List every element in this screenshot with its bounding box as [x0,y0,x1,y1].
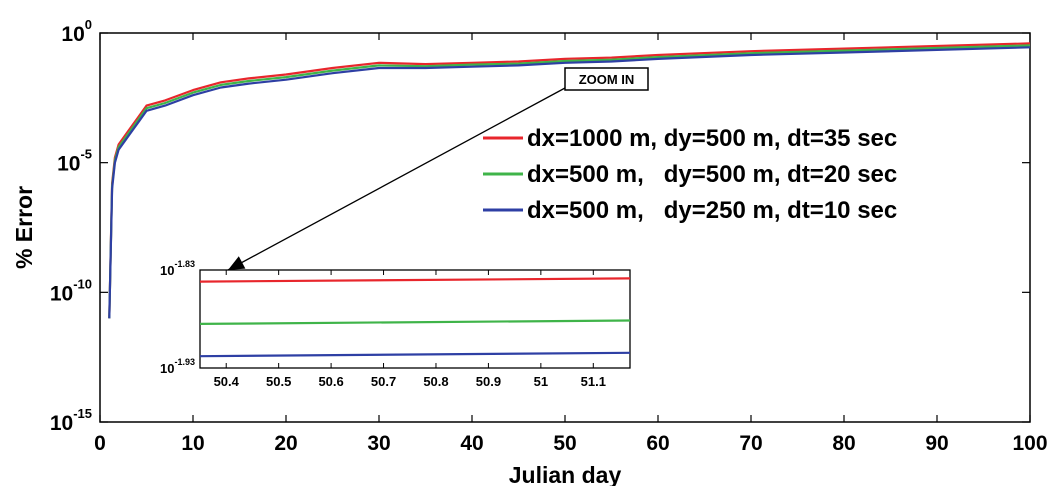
inset-plot-area [199,269,631,369]
legend-label-1: dx=500 m, dy=500 m, dt=20 sec [527,161,897,188]
inset-y-tick-label: 10-1.83 [160,259,195,278]
inset-x-tick-label: 50.7 [371,374,396,389]
inset-x-tick-label: 51.1 [581,374,606,389]
y-tick-label: 100 [61,17,92,46]
inset-x-tick-label: 51 [534,374,548,389]
y-tick-label: 10-5 [57,147,92,176]
x-tick-label: 80 [832,432,855,455]
inset-y-tick-label: 10-1.93 [160,357,195,376]
y-tick-label: 10-10 [50,276,92,305]
series-line-2 [108,46,1031,319]
x-axis-title: Julian day [509,462,622,486]
x-tick-label: 90 [925,432,948,455]
inset-x-tick-label: 50.6 [318,374,343,389]
inset-series-line-1 [199,319,631,325]
legend-label-2: dx=500 m, dy=250 m, dt=10 sec [527,197,897,224]
y-tick-label: 10-15 [50,406,92,435]
x-tick-label: 70 [739,432,762,455]
inset-x-tick-label: 50.8 [423,374,448,389]
y-axis-title: % Error [11,186,37,269]
x-tick-label: 30 [367,432,390,455]
inset-x-tick-label: 50.9 [476,374,501,389]
x-tick-label: 50 [553,432,576,455]
x-tick-label: 100 [1012,432,1047,455]
x-tick-label: 20 [274,432,297,455]
inset-x-tick-label: 50.4 [214,374,240,389]
inset-series-line-2 [199,351,631,358]
series-line-0 [108,42,1031,319]
inset-series-line-0 [199,277,631,283]
x-tick-label: 40 [460,432,483,455]
legend-label-0: dx=1000 m, dy=500 m, dt=35 sec [527,125,897,152]
zoom-arrow-head [228,256,246,270]
zoom-in-box [564,67,649,91]
series-line-1 [108,44,1031,319]
zoom-in-label: ZOOM IN [579,72,635,87]
x-tick-label: 0 [94,432,106,455]
inset-x-tick-label: 50.5 [266,374,291,389]
x-tick-label: 10 [181,432,204,455]
zoom-arrow-line [227,87,566,271]
x-tick-label: 60 [646,432,669,455]
